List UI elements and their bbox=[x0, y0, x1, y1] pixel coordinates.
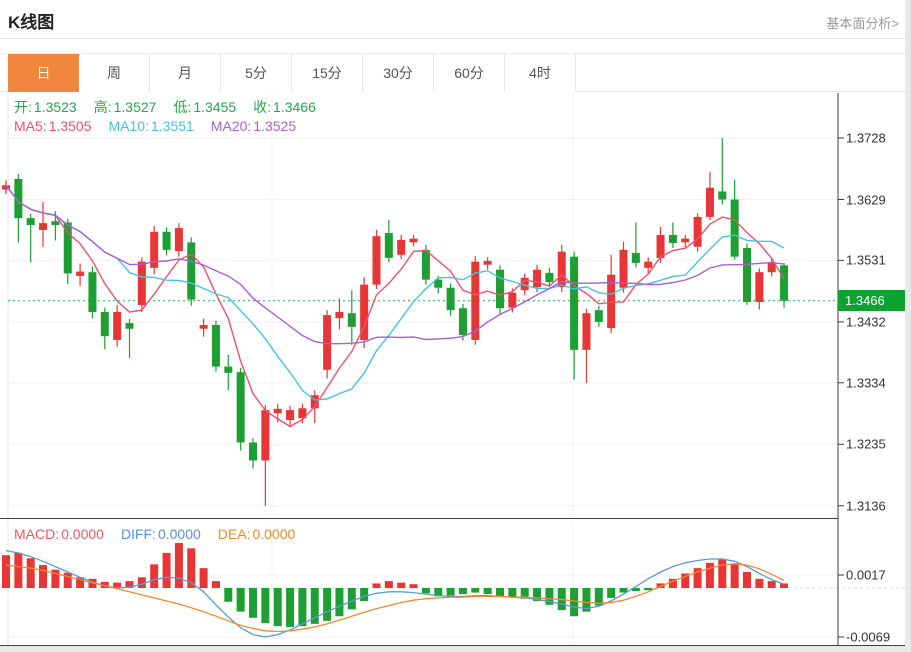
current-price-badge: 1.3466 bbox=[838, 290, 905, 312]
page-bottom-gutter bbox=[0, 646, 911, 652]
page-right-gutter bbox=[905, 0, 911, 652]
tab-week[interactable]: 周 bbox=[79, 54, 150, 92]
page-title: K线图 bbox=[8, 13, 55, 32]
header-divider bbox=[0, 38, 905, 39]
tab-month[interactable]: 月 bbox=[150, 54, 221, 92]
tab-60min[interactable]: 60分 bbox=[434, 54, 505, 92]
fundamental-analysis-link[interactable]: 基本面分析> bbox=[826, 16, 899, 31]
tab-4hour[interactable]: 4时 bbox=[505, 54, 576, 92]
tab-5min[interactable]: 5分 bbox=[221, 54, 292, 92]
tab-day[interactable]: 日 bbox=[8, 54, 79, 92]
tab-15min[interactable]: 15分 bbox=[292, 54, 363, 92]
tab-30min[interactable]: 30分 bbox=[363, 54, 434, 92]
period-tab-bar: 日周月 5分 15分 30分 60分 4时 bbox=[0, 53, 905, 92]
